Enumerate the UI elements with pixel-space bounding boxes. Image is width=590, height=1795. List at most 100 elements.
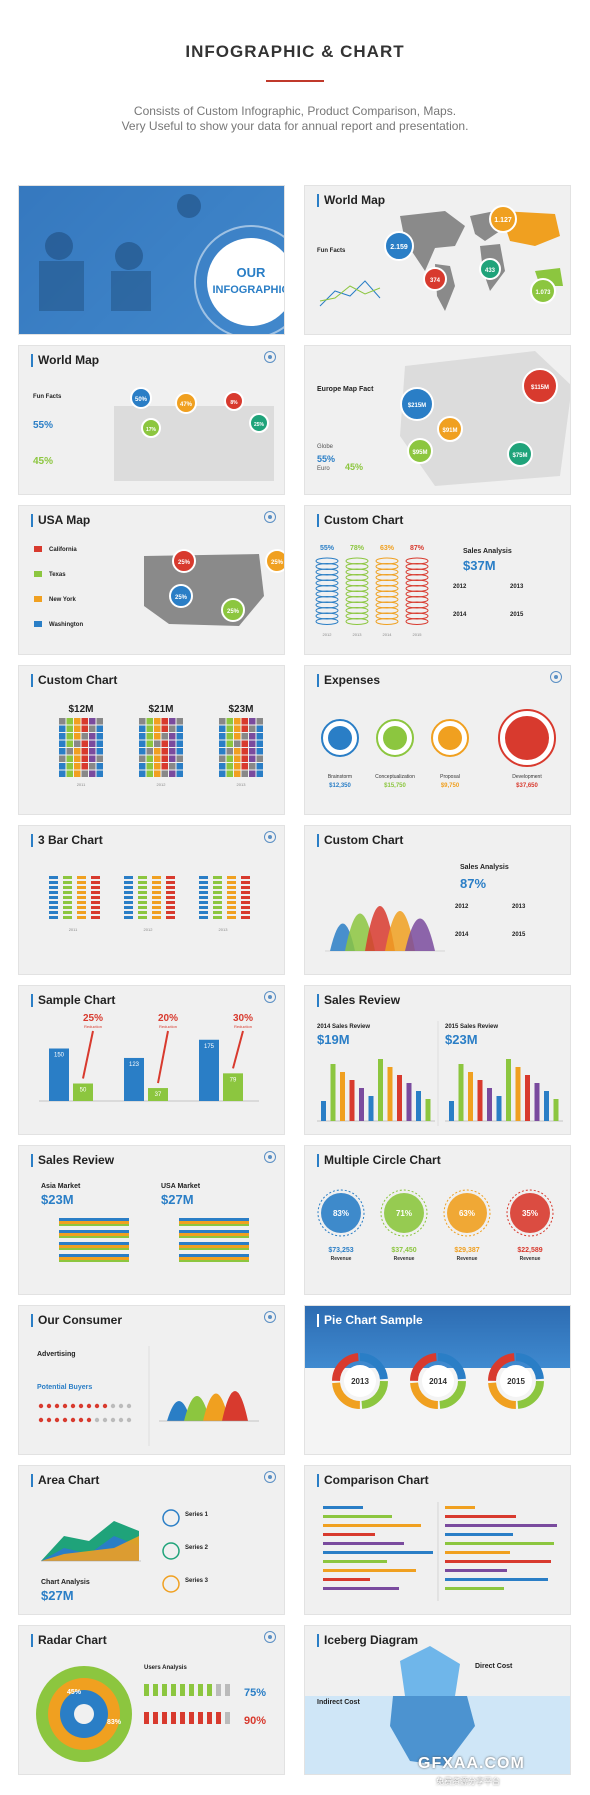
slide-area-chart[interactable]: Area Chart Chart Analysis $27M Series 1 … (18, 1465, 285, 1615)
slide-world-map-1[interactable]: World Map Fun Facts 2.159 1.127 374 433 … (304, 185, 571, 335)
slide-sample-chart[interactable]: Sample Chart 150 50 25% Reduction 123 37 20% Re… (18, 985, 285, 1135)
circle-value: $73,253 (328, 1247, 353, 1254)
grid-cell (249, 733, 256, 740)
ring-pct: 63% (380, 545, 395, 552)
slide-cover[interactable]: OUR INFOGRAPHIC (18, 185, 285, 335)
bubble-value: 25% (178, 560, 191, 566)
cover-line-2: INFOGRAPHIC (213, 284, 286, 296)
compare-bar-right (445, 1506, 475, 1509)
slide-3-bar-chart[interactable]: 3 Bar Chart 2011 2012 2013 (18, 825, 285, 975)
bubble-value: 50% (135, 397, 148, 403)
bar-segment (199, 911, 208, 914)
bar-segment (241, 906, 250, 909)
hbar (179, 1224, 249, 1226)
grid-cell (96, 718, 103, 725)
slide-comparison-chart[interactable]: Comparison Chart (304, 1465, 571, 1615)
bar (477, 1080, 483, 1121)
logo-icon (550, 671, 562, 683)
slide-title: Custom Chart (317, 514, 403, 527)
bar-segment (213, 896, 222, 899)
bar-segment (49, 901, 58, 904)
grid-cell (66, 725, 73, 732)
bar (458, 1064, 464, 1121)
slide-sales-review-2[interactable]: Sales Review Asia Market $23M USA Market… (18, 1145, 285, 1295)
slide-iceberg[interactable]: Iceberg Diagram Direct Cost Indirect Cos… (304, 1625, 571, 1775)
grid-cell (219, 748, 226, 755)
grid-cell (154, 740, 161, 747)
slide-title: Sales Review (317, 994, 400, 1007)
bar (544, 1091, 549, 1121)
bubble-value: 1.073 (535, 290, 551, 296)
slide-custom-chart-2[interactable]: Custom Chart $12M 2011 $21M 2012 $23M 2013 (18, 665, 285, 815)
fun-facts-label: Fun Facts (317, 248, 346, 254)
bar-segment (91, 901, 100, 904)
person-icon (216, 1712, 221, 1724)
slide-world-map-2[interactable]: World Map Fun Facts 55% 45% 50% 17% 47% … (18, 345, 285, 495)
grid-value: $23M (228, 704, 253, 715)
compare-bar-left (323, 1587, 399, 1590)
slide-europe-map[interactable]: Europe Map Fact Globe Euro 55% 45% $215M… (304, 345, 571, 495)
slide-sales-review-1[interactable]: Sales Review 2014 Sales Review $19M 2015… (304, 985, 571, 1135)
bubble-value: 17% (146, 427, 157, 433)
grid-cell (66, 770, 73, 777)
europe-map-graphic: Europe Map Fact Globe Euro 55% 45% $215M… (317, 351, 570, 486)
grid-cell (81, 748, 88, 755)
bar-segment (77, 881, 86, 884)
slide-our-consumer[interactable]: Our Consumer Advertising Potential Buyer… (18, 1305, 285, 1455)
sales-review-graphic: 2014 Sales Review $19M 2015 Sales Review… (317, 1021, 563, 1126)
slide-pie-chart[interactable]: Pie Chart Sample 2013 2014 2015 (304, 1305, 571, 1455)
bar-segment (138, 916, 147, 919)
compare-bar-right (445, 1551, 510, 1554)
pct-ring (506, 1189, 554, 1237)
slide-multiple-circle[interactable]: Multiple Circle Chart 83% $73,253 Revenue 7… (304, 1145, 571, 1295)
grid-cell (74, 770, 81, 777)
slide-title: Comparison Chart (317, 1474, 429, 1487)
sales-heading: Sales Analysis (460, 864, 509, 871)
bar (425, 1099, 431, 1121)
grid-cell (176, 718, 183, 725)
bar-segment (199, 916, 208, 919)
bar-segment (49, 886, 58, 889)
buyers-label: Potential Buyers (37, 1384, 92, 1391)
bar-segment (63, 896, 72, 899)
bar-segment (213, 911, 222, 914)
bar-segment (63, 876, 72, 879)
slide-custom-chart-1[interactable]: Custom Chart Sales Analysis $37M 2012 20… (304, 505, 571, 655)
compare-bar-right (445, 1587, 504, 1590)
watermark-sub: 免费资源分享平台 (436, 1777, 500, 1786)
grid-cell (256, 725, 263, 732)
bar-segment (166, 901, 175, 904)
slide-usa-map[interactable]: USA Map California Texas New York Washin… (18, 505, 285, 655)
grid-cell (249, 755, 256, 762)
person-icon (94, 1403, 100, 1409)
slide-expenses[interactable]: Expenses Brainstorm $12,350 Conceptualizat… (304, 665, 571, 815)
grid-cell (74, 740, 81, 747)
bubble-value: 25% (175, 595, 188, 601)
grid-cell (146, 770, 153, 777)
grid-cell (226, 755, 233, 762)
person-icon (216, 1684, 221, 1696)
slide-radar-chart[interactable]: Radar Chart 45% 83% Users Analysis 75% 9… (18, 1625, 285, 1775)
bar-segment (138, 911, 147, 914)
bar-segment (49, 891, 58, 894)
grid-cell (139, 733, 146, 740)
grid-cell (234, 763, 241, 770)
grid-cell (226, 733, 233, 740)
bar-segment (138, 896, 147, 899)
grid-cell (154, 748, 161, 755)
bar-segment (91, 886, 100, 889)
hbar (179, 1230, 249, 1233)
hbar (179, 1233, 249, 1236)
direct-cost-label: Direct Cost (475, 1663, 513, 1670)
slide-custom-chart-3[interactable]: Custom Chart Sales Analysis 87% 2012 201… (304, 825, 571, 975)
year-item: 2015 (510, 612, 524, 618)
subtitle-line-2: Very Useful to show your data for annual… (121, 119, 469, 133)
slide-title: Expenses (317, 674, 380, 687)
grid-cell (81, 725, 88, 732)
bar-segment (199, 876, 208, 879)
pct-circle (447, 1193, 487, 1233)
slide-title: World Map (317, 194, 385, 207)
bar-value: 79 (230, 1077, 237, 1083)
grid-cell (241, 755, 248, 762)
grid-cell (139, 740, 146, 747)
